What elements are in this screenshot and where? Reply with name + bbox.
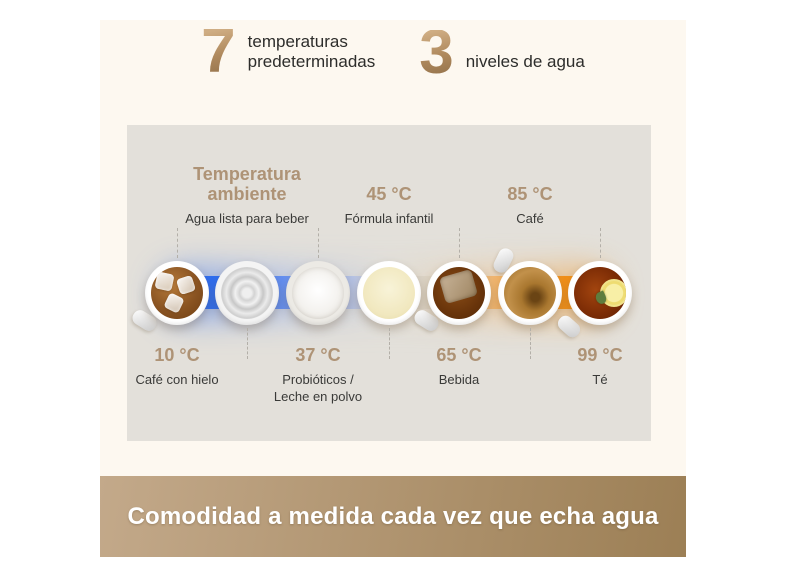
iced-coffee-liquid [151, 267, 203, 319]
cup-iced-coffee [129, 261, 209, 334]
temperature-value: Temperatura ambiente [193, 164, 301, 204]
banner-text: Comodidad a medida cada vez que echa agu… [127, 502, 659, 530]
cup-rim [498, 261, 562, 325]
coffee-liquid [504, 267, 556, 319]
drink-name: Fórmula infantil [344, 211, 434, 227]
formula-liquid [363, 267, 415, 319]
drink-name: Té [592, 372, 608, 388]
dashed-connector [247, 328, 248, 359]
slot-milk-powder: 37 °C Probióticos / Leche en polvo [233, 125, 403, 441]
stats-header: 7 temperaturas predeterminadas 3 niveles… [100, 17, 686, 87]
label-coffee: 85 °C Café [445, 183, 615, 228]
cup-water [215, 261, 279, 325]
slot-beverage: 65 °C Bebida [374, 125, 544, 441]
cup-rim [145, 261, 209, 325]
drink-name: Probióticos / Leche en polvo [273, 372, 363, 405]
infographic-surface: 7 temperaturas predeterminadas 3 niveles… [100, 20, 686, 476]
label-iced-coffee: 10 °C Café con hielo [92, 345, 262, 389]
stat-label-temperatures: temperaturas predeterminadas [247, 32, 376, 71]
label-infant-formula: 45 °C Fórmula infantil [304, 183, 474, 228]
label-beverage: 65 °C Bebida [374, 345, 544, 389]
stat-preset-temperatures: 7 temperaturas predeterminadas [201, 17, 376, 86]
dashed-connector [600, 228, 601, 258]
drink-name: Café [516, 211, 544, 227]
milk-liquid [292, 267, 344, 319]
label-room-temp-water: Temperatura ambiente Agua lista para beb… [162, 165, 332, 228]
stat-number-temperatures: 7 [201, 17, 235, 86]
tea-liquid [574, 267, 626, 319]
stat-number-levels: 3 [419, 18, 453, 87]
drink-name: Café con hielo [135, 372, 219, 388]
slot-room-temp-water: Temperatura ambiente Agua lista para beb… [162, 125, 332, 441]
cup-milk-powder [286, 261, 350, 325]
cup-rim [427, 261, 491, 325]
water-liquid [221, 267, 273, 319]
cup-tea [555, 261, 632, 341]
temperature-value: 65 °C [436, 345, 482, 365]
stat-water-levels: 3 niveles de agua [419, 18, 585, 87]
slot-iced-coffee: 10 °C Café con hielo [92, 125, 262, 441]
cup-rim [286, 261, 350, 325]
stat-label-levels: niveles de agua [465, 52, 585, 72]
beverage-liquid [433, 267, 485, 319]
slot-tea: 99 °C Té [515, 125, 685, 441]
banner: Comodidad a medida cada vez que echa agu… [100, 476, 686, 557]
drink-name: Agua lista para beber [185, 211, 309, 227]
temperature-value: 10 °C [154, 345, 200, 365]
label-milk-powder: 37 °C Probióticos / Leche en polvo [233, 345, 403, 406]
label-tea: 99 °C Té [515, 345, 685, 389]
cup-beverage [411, 261, 491, 334]
cup-rim [215, 261, 279, 325]
cup-infant-formula [357, 261, 421, 325]
slot-infant-formula: 45 °C Fórmula infantil [304, 125, 474, 441]
slot-coffee: 85 °C Café [445, 125, 615, 441]
dashed-connector [177, 228, 178, 258]
cup-rim [357, 261, 421, 325]
dashed-connector [389, 328, 390, 359]
dashed-connector [318, 228, 319, 258]
dashed-connector [530, 328, 531, 359]
temperature-value: 85 °C [507, 183, 553, 204]
temperature-panel: 10 °C Café con hielo Temperatura ambient… [127, 125, 651, 441]
temperature-value: 37 °C [295, 345, 341, 365]
cup-coffee [491, 245, 562, 325]
temperature-value: 99 °C [577, 345, 623, 365]
temperature-value: 45 °C [366, 183, 412, 204]
dashed-connector [459, 228, 460, 258]
drink-name: Bebida [438, 372, 480, 388]
cup-rim [568, 261, 632, 325]
